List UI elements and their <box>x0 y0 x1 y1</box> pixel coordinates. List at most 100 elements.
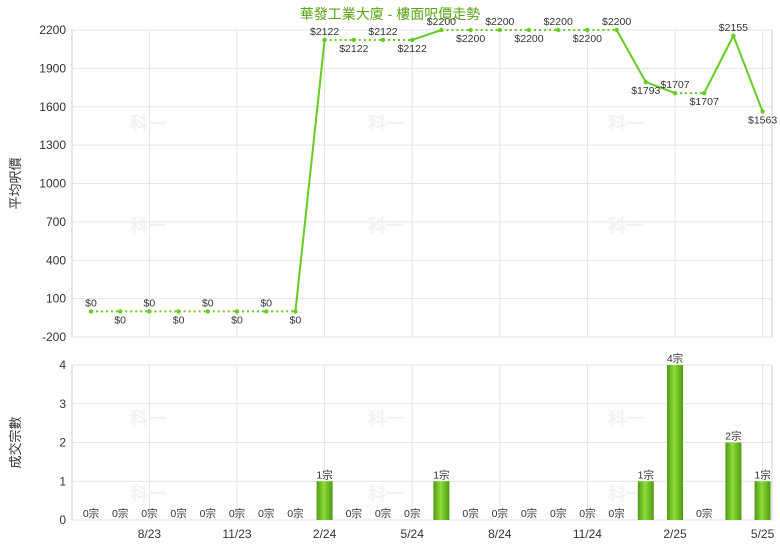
price-point <box>293 309 298 314</box>
volume-data-label: 0宗 <box>462 507 478 520</box>
volume-data-label: 1宗 <box>638 468 654 481</box>
price-data-label: $0 <box>290 314 302 326</box>
price-data-label: $1563 <box>748 114 777 126</box>
x-tick-label: 11/24 <box>573 527 602 541</box>
volume-data-label: 0宗 <box>696 507 712 520</box>
price-data-label: $2200 <box>485 16 514 28</box>
price-line-segment <box>732 35 764 112</box>
price-line-segment <box>411 29 442 41</box>
price-ytick-label: 1300 <box>39 138 66 152</box>
price-ytick-label: 1900 <box>39 61 66 75</box>
chart-title: 華發工業大廈 - 樓面呎價走勢 <box>299 6 481 22</box>
volume-bar <box>637 481 654 520</box>
volume-data-label: 0宗 <box>258 507 274 520</box>
volume-data-label: 2宗 <box>725 430 741 443</box>
volume-data-label: 0宗 <box>346 507 362 520</box>
volume-data-label: 0宗 <box>83 507 99 520</box>
price-data-label: $1707 <box>660 79 689 91</box>
price-point <box>264 309 269 314</box>
price-data-label: $2122 <box>310 26 339 38</box>
price-data-label: $1707 <box>690 96 719 108</box>
volume-data-label: 0宗 <box>141 507 157 520</box>
price-point <box>351 37 356 43</box>
price-data-label: $2122 <box>339 43 368 55</box>
price-ytick-label: 700 <box>46 215 66 229</box>
volume-data-label: 1宗 <box>433 468 449 481</box>
volume-data-label: 0宗 <box>521 507 537 520</box>
price-y-axis-label: 平均呎價 <box>8 157 23 209</box>
x-tick-label: 2/24 <box>313 527 337 541</box>
volume-ytick-label: 3 <box>59 397 66 411</box>
volume-data-label: 4宗 <box>667 352 683 365</box>
volume-data-label: 0宗 <box>375 507 391 520</box>
price-point <box>614 27 619 33</box>
volume-ytick-label: 0 <box>59 513 66 527</box>
price-point <box>234 309 240 314</box>
volume-ytick-label: 2 <box>59 436 66 450</box>
watermark: 科一 <box>130 483 166 504</box>
price-data-label: $0 <box>114 314 126 326</box>
watermark: 科一 <box>368 483 404 504</box>
price-point <box>760 109 765 114</box>
x-tick-label: 8/23 <box>138 527 162 541</box>
price-ytick-label: 1600 <box>39 100 66 114</box>
x-tick-label: 8/24 <box>488 527 512 541</box>
price-point <box>439 27 444 33</box>
price-line-segment <box>615 29 647 83</box>
price-data-label: $2200 <box>573 33 602 45</box>
price-ytick-label: 2200 <box>39 23 66 37</box>
volume-data-label: 0宗 <box>287 507 303 520</box>
volume-ytick-label: 1 <box>59 474 66 488</box>
volume-bar <box>754 481 771 520</box>
price-data-label: $2200 <box>544 16 573 28</box>
price-data-label: $0 <box>173 314 185 326</box>
volume-data-label: 0宗 <box>579 507 595 520</box>
volume-y-axis-label: 成交宗數 <box>8 416 23 468</box>
price-point <box>468 27 473 33</box>
volume-data-label: 0宗 <box>608 507 624 520</box>
price-point <box>526 27 532 33</box>
price-data-label: $2200 <box>514 33 543 45</box>
price-point <box>556 27 561 33</box>
price-point <box>380 37 386 43</box>
price-data-label: $2122 <box>398 43 427 55</box>
watermark: 科一 <box>608 215 644 236</box>
price-ytick-label: 100 <box>46 292 66 306</box>
watermark: 科一 <box>608 408 644 429</box>
price-point <box>322 37 327 43</box>
price-point <box>672 90 678 96</box>
price-ytick-label: 1000 <box>39 177 66 191</box>
price-ytick-label: -200 <box>42 330 66 344</box>
watermark: 科一 <box>608 113 644 134</box>
x-tick-label: 5/25 <box>751 527 775 541</box>
price-data-label: $0 <box>144 297 156 309</box>
price-data-label: $2200 <box>427 16 456 28</box>
price-data-label: $0 <box>85 297 97 309</box>
price-data-label: $2200 <box>602 16 631 28</box>
volume-bar <box>316 481 333 520</box>
volume-data-label: 0宗 <box>404 507 420 520</box>
price-line-segment <box>645 81 676 94</box>
price-point <box>585 27 590 33</box>
price-point <box>88 309 94 314</box>
price-point <box>702 90 707 96</box>
price-point <box>147 309 152 314</box>
volume-data-label: 1宗 <box>316 468 332 481</box>
volume-data-label: 0宗 <box>550 507 566 520</box>
watermark: 科一 <box>130 408 166 429</box>
price-panel: -20010040070010001300160019002200科一科一科一科… <box>8 16 777 344</box>
price-point <box>118 309 123 314</box>
volume-bar <box>725 442 742 520</box>
price-data-label: $0 <box>231 314 243 326</box>
volume-ytick-label: 4 <box>59 358 66 372</box>
watermark: 科一 <box>130 215 166 236</box>
watermark: 科一 <box>368 113 404 134</box>
x-tick-label: 5/24 <box>401 527 425 541</box>
price-point <box>643 79 648 85</box>
price-data-label: $2122 <box>368 26 397 38</box>
price-point <box>205 309 210 314</box>
price-line-segment <box>294 39 326 312</box>
